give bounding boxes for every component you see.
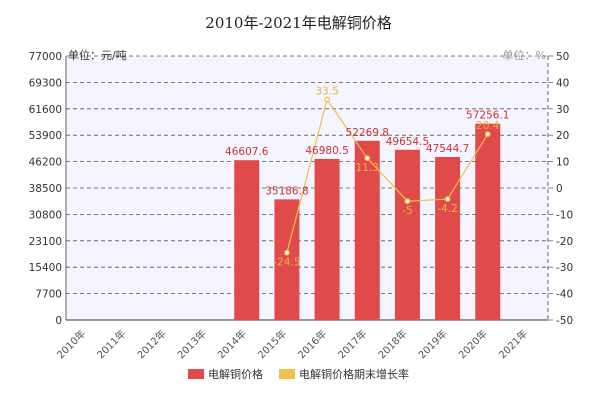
line-point[interactable] [324,96,330,103]
y-left-tick-label: 38500 [29,183,62,195]
x-tick-label: 2015年 [255,327,289,361]
bar[interactable] [314,158,340,320]
bar-value-label: 46607.6 [225,146,269,158]
x-tick-label: 2014年 [215,327,249,361]
legend-label-bar: 电解铜价格 [208,368,263,381]
x-tick-label: 2019年 [415,327,449,361]
line-value-label: -4.2 [437,203,458,215]
bar-value-label: 47544.7 [426,143,469,155]
x-tick-label: 2020年 [456,327,490,361]
y-right-tick-label: -10 [556,209,573,221]
line-point[interactable] [364,155,371,162]
bar[interactable] [354,140,380,320]
data-labels: 46607.6 35186.8 46980.5 52269.849654.547544… [225,86,509,269]
y-right-tick-label: 40 [556,77,569,89]
line-point[interactable] [484,131,491,138]
x-tick-label: 2011年 [94,327,128,361]
y-left-tick-label: 0 [55,315,62,327]
y-right-tick-label: 10 [556,157,569,169]
bar-value-label: 49654.5 [386,136,429,148]
x-tick-label: 2012年 [134,327,168,361]
line-value-label: -24.5 [273,257,300,269]
x-tick-label: 2018年 [375,327,409,361]
y-left-tick-label: 7700 [35,289,62,301]
x-tick-label: 2010年 [54,327,88,361]
legend: 电解铜价格 电解铜价格期末增长率 [0,366,597,382]
bar[interactable] [234,160,260,320]
y-right-tick-label: 20 [556,130,569,142]
y-right-tick-label: -30 [556,262,573,274]
legend-swatch-bar [188,369,204,379]
y-left-tick-label: 69300 [29,77,62,89]
legend-label-line: 电解铜价格期末增长率 [299,368,409,381]
line-series [284,96,491,256]
right-unit-label: 单位：% [503,48,546,62]
legend-item-line[interactable]: 电解铜价格期末增长率 [279,366,409,382]
x-tick-label: 2017年 [335,327,369,361]
y-left-tick-label: 77000 [29,51,62,63]
legend-item-bar[interactable]: 电解铜价格 [188,366,263,382]
bar[interactable] [394,149,420,320]
line-value-label: 11.3 [356,162,379,174]
line-point[interactable] [444,196,451,202]
x-tick-label: 2016年 [295,327,329,361]
y-right-tick-label: -40 [556,289,573,301]
y-left-tick-label: 30800 [29,209,62,221]
y-right-tick-label: 50 [556,51,569,63]
line-value-label: 33.5 [315,86,338,98]
bar[interactable] [435,156,461,320]
bar-value-label: 52269.8 [346,127,389,139]
y-left-tick-label: 23100 [29,236,62,248]
line-point[interactable] [284,249,290,256]
y-left-tick-label: 53900 [29,130,62,142]
y-left-tick-label: 61600 [29,104,62,116]
y-left-tick-label: 15400 [29,262,62,274]
y-right-tick-label: 30 [556,104,569,116]
line-value-label: 20.4 [476,120,500,132]
y-right-tick-label: -20 [556,236,573,248]
y-right-tick-label: 0 [556,183,563,195]
y-left-tick-label: 46200 [29,157,62,169]
bar-value-label: 35186.8 [265,185,308,197]
line-value-label: -5 [402,205,412,217]
x-tick-label: 2021年 [496,327,530,361]
bar-value-label: 57256.1 [466,110,509,122]
bar-value-label: 46980.5 [305,145,348,157]
y-right-tick-label: -50 [556,315,573,327]
legend-swatch-line [279,369,295,379]
left-unit-label: 单位：元/吨 [68,48,127,62]
line-point[interactable] [404,198,411,205]
x-tick-label: 2013年 [174,327,208,361]
bar-series [234,123,501,320]
chart-title: 2010年-2021年电解铜价格 [205,14,392,32]
bar[interactable] [475,123,501,320]
growth-line [286,98,489,253]
